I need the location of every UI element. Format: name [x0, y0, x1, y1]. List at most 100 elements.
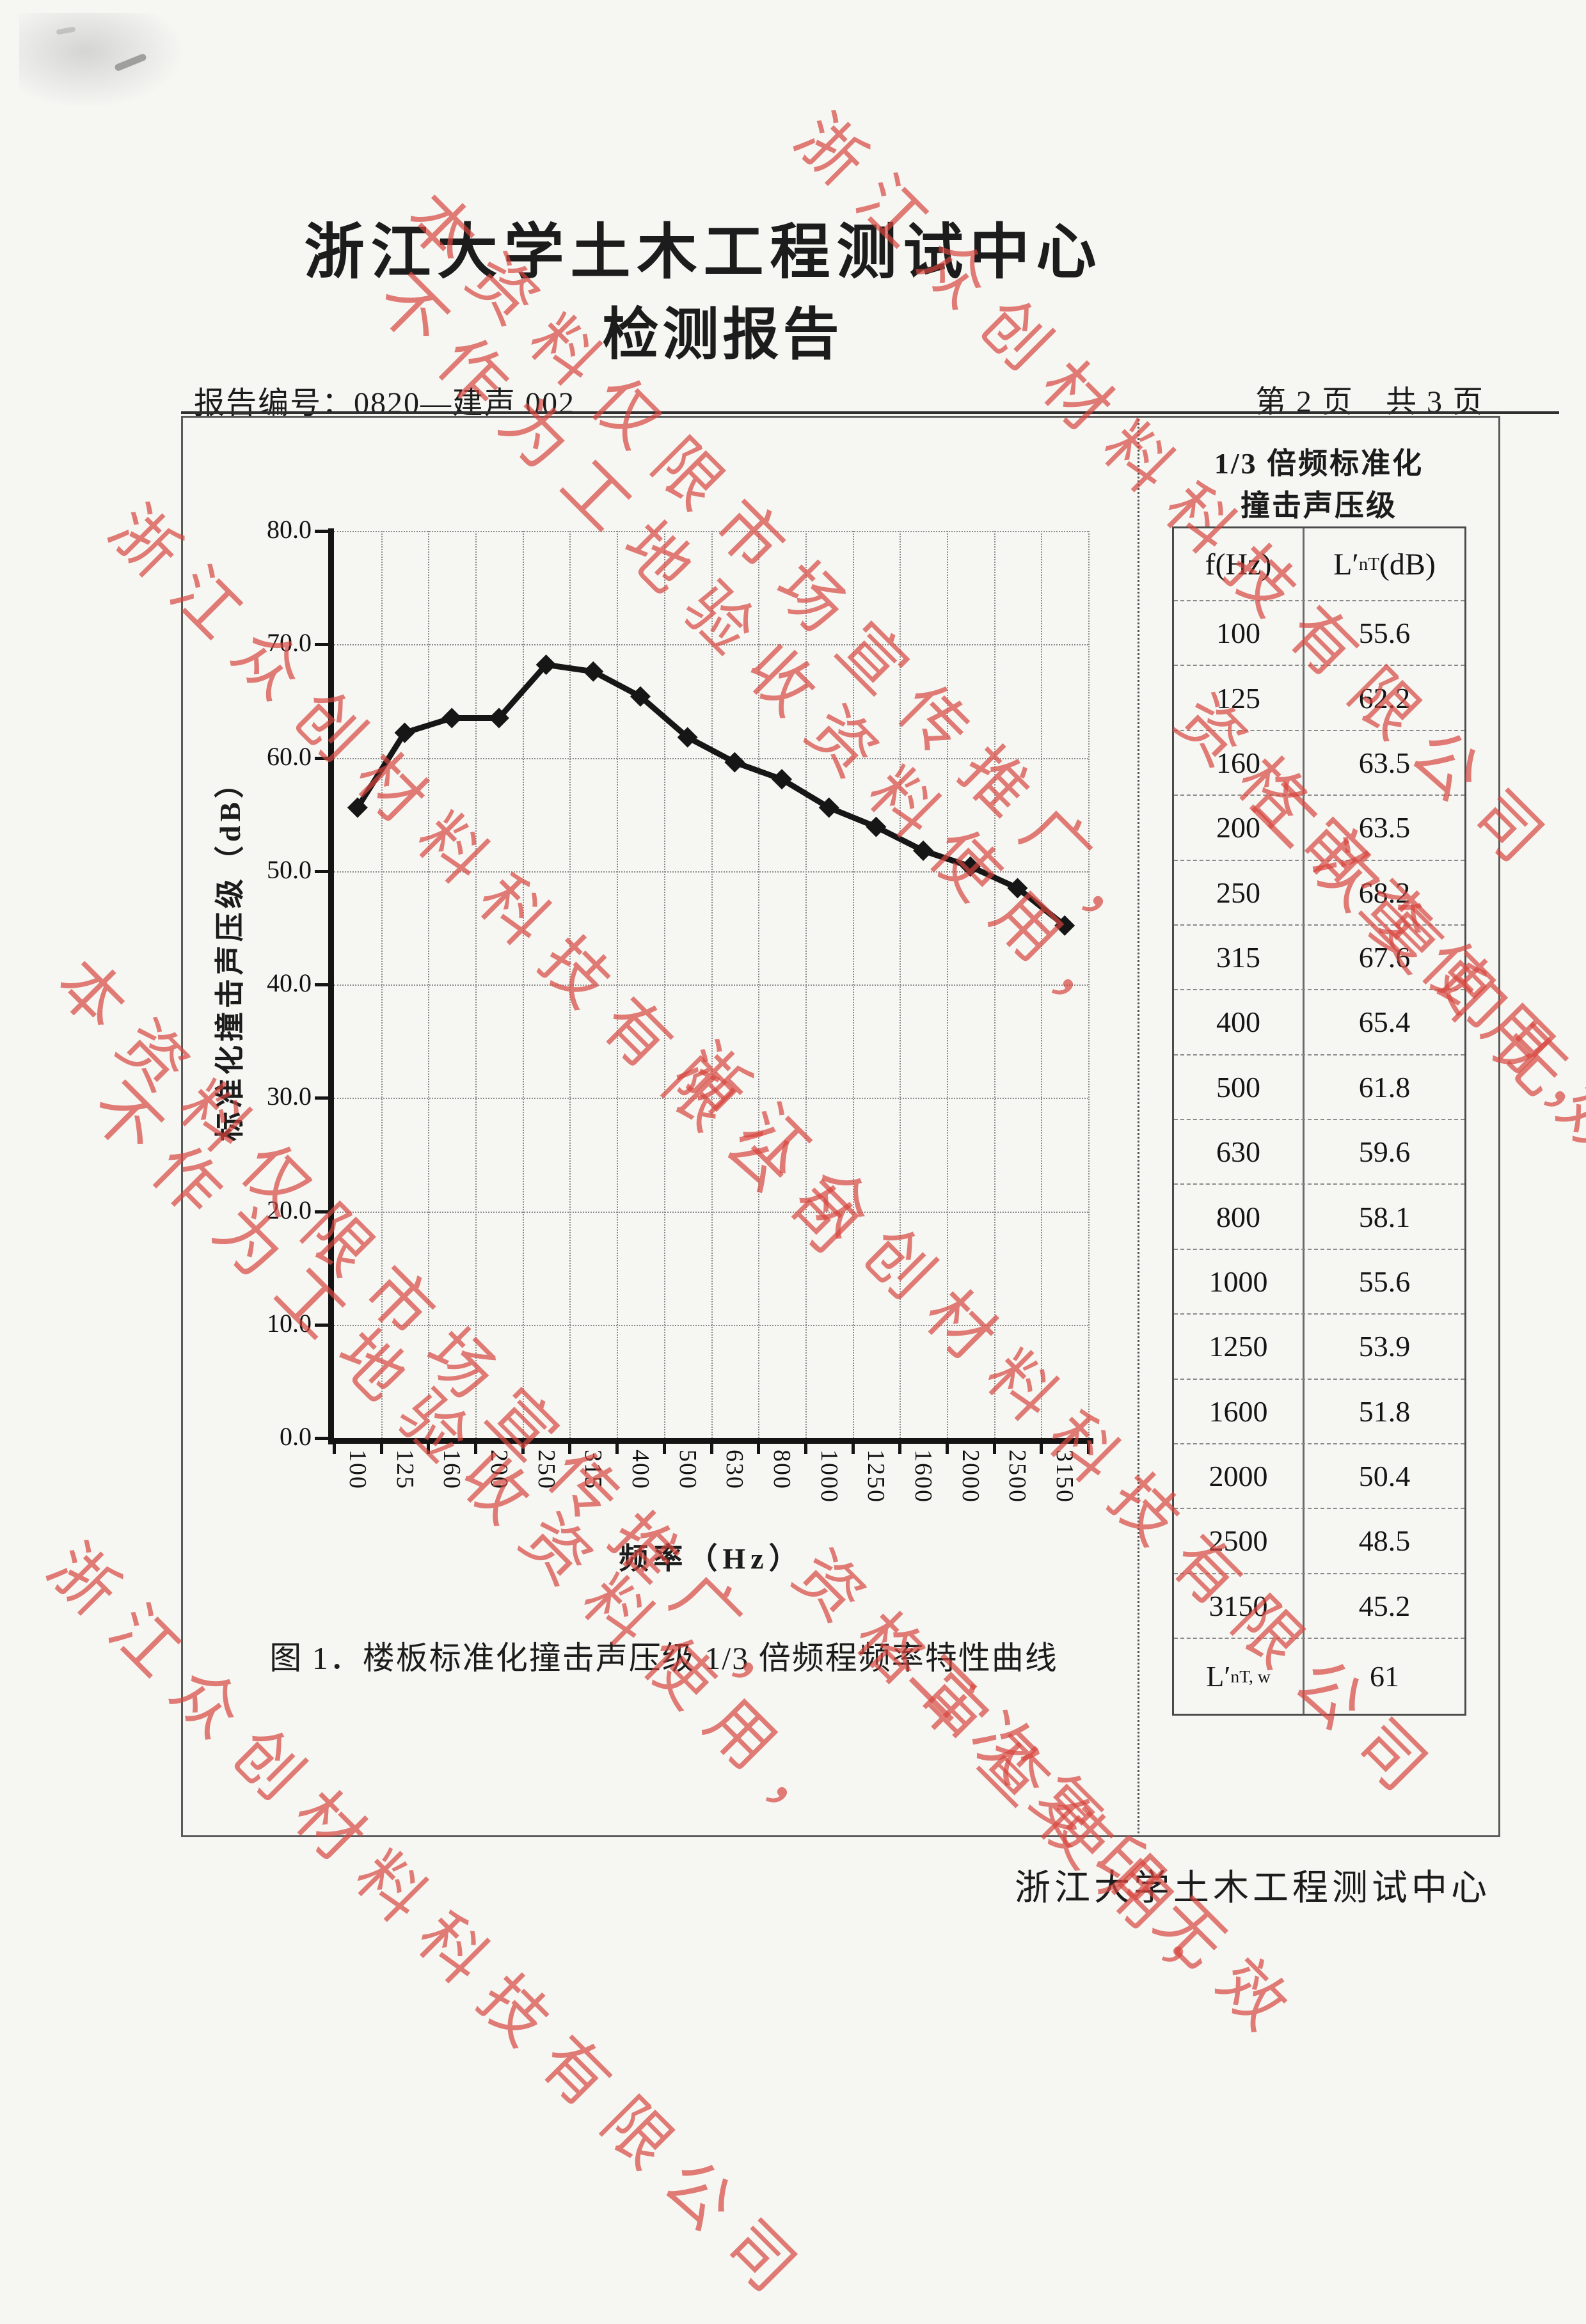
x-tick-label: 630 — [721, 1450, 749, 1490]
y-tick-label: 40.0 — [267, 968, 312, 997]
x-tick — [379, 1444, 383, 1454]
x-tick — [474, 1444, 478, 1454]
x-tick — [427, 1444, 431, 1454]
data-point-marker — [818, 797, 839, 818]
x-tick-label: 315 — [580, 1450, 607, 1490]
y-tick — [315, 983, 328, 986]
x-tick — [521, 1444, 525, 1454]
v-gridline — [663, 531, 665, 1438]
y-tick-label: 70.0 — [267, 628, 312, 658]
summary-label-cell: L′ nT, w — [1174, 1639, 1304, 1714]
data-point-marker — [1007, 878, 1028, 899]
x-tick-label: 800 — [768, 1450, 796, 1490]
y-tick-label: 30.0 — [267, 1082, 312, 1111]
level-cell: 61.8 — [1358, 1070, 1411, 1103]
level-cell: 48.5 — [1358, 1524, 1411, 1558]
level-cell: 63.5 — [1358, 811, 1411, 844]
scan-smudge — [19, 13, 186, 109]
freq-cell: 100 — [1174, 601, 1304, 665]
v-gridline — [946, 531, 948, 1438]
freq-cell: 1600 — [1174, 1379, 1304, 1443]
level-cell: 68.2 — [1358, 876, 1411, 909]
data-point-marker — [394, 722, 415, 743]
data-point-marker — [583, 661, 604, 682]
table-row: 100 55.6 — [1174, 600, 1464, 665]
y-tick-label: 10.0 — [267, 1308, 312, 1338]
v-gridline — [758, 531, 760, 1438]
v-gridline — [1088, 531, 1090, 1438]
freq-cell: 125 — [1174, 666, 1304, 730]
data-point-marker — [488, 707, 509, 729]
x-tick-label: 1600 — [910, 1450, 937, 1503]
y-axis-line — [328, 528, 334, 1444]
report-number: 报告编号：0820—建声 002 — [194, 386, 576, 420]
v-gridline — [711, 531, 713, 1438]
data-point-marker — [1054, 915, 1075, 936]
data-point-marker — [441, 707, 463, 729]
page-title: 浙江大学土木工程测试中心 — [304, 219, 1103, 286]
content-box — [181, 416, 1500, 1837]
freq-cell: 315 — [1174, 925, 1304, 990]
level-cell: 59.6 — [1358, 1135, 1411, 1169]
freq-cell: 250 — [1174, 860, 1304, 924]
x-tick — [1087, 1444, 1090, 1454]
v-gridline — [805, 531, 807, 1438]
x-tick-label: 125 — [391, 1450, 418, 1490]
x-tick — [662, 1444, 666, 1454]
freq-cell: 1000 — [1174, 1249, 1304, 1314]
y-tick — [315, 1323, 328, 1327]
table-row: 2500 48.5 — [1174, 1508, 1464, 1573]
level-cell: 51.8 — [1358, 1395, 1411, 1428]
table-title-line2: 撞击声压级 — [1241, 489, 1397, 522]
table-header-row: f(Hz) L′ nT (dB) — [1174, 528, 1464, 600]
x-tick — [804, 1444, 807, 1454]
level-cell: 55.6 — [1358, 617, 1411, 650]
y-tick — [315, 1210, 328, 1213]
level-cell: 58.1 — [1358, 1200, 1411, 1233]
y-tick — [315, 1096, 328, 1100]
table-row: 200 63.5 — [1174, 794, 1464, 860]
table-row: 2000 50.4 — [1174, 1443, 1464, 1508]
freq-cell: 500 — [1174, 1055, 1304, 1119]
y-tick — [315, 869, 328, 873]
table-row: 160 63.5 — [1174, 729, 1464, 795]
level-cell: 45.2 — [1358, 1589, 1411, 1622]
v-gridline — [522, 531, 524, 1438]
y-tick-label: 80.0 — [267, 515, 312, 544]
level-cell: 67.6 — [1358, 941, 1411, 974]
data-point-marker — [724, 752, 745, 773]
report-subtitle: 检测报告 — [602, 304, 843, 367]
data-point-marker — [913, 840, 934, 861]
table-row: 250 68.2 — [1174, 859, 1464, 924]
x-tick — [851, 1444, 855, 1454]
data-point-marker — [866, 816, 887, 837]
table-summary-row: L′ nT, w 61 — [1174, 1638, 1464, 1714]
y-tick — [315, 1437, 328, 1440]
pane-divider — [1138, 416, 1139, 1837]
figure-caption: 图 1．楼板标准化撞击声压级 1/3 倍频程频率特性曲线 — [269, 1640, 1058, 1676]
x-tick — [568, 1444, 572, 1454]
y-tick — [315, 643, 328, 647]
x-tick — [710, 1444, 713, 1454]
x-tick — [898, 1444, 902, 1454]
data-table: f(Hz) L′ nT (dB) 100 55.6 125 62.2 160 63.5 200 6… — [1172, 526, 1466, 1716]
data-point-marker — [772, 769, 793, 790]
x-tick-label: 2000 — [956, 1450, 984, 1503]
x-tick-label: 100 — [344, 1450, 371, 1490]
x-tick — [1040, 1444, 1043, 1454]
x-tick — [333, 1444, 336, 1454]
freq-header-cell: f(Hz) — [1174, 528, 1304, 600]
header-rule — [181, 411, 1559, 414]
table-row: 1000 55.6 — [1174, 1248, 1464, 1314]
x-tick-label: 3150 — [1051, 1450, 1079, 1503]
data-point-marker — [347, 797, 368, 818]
level-cell: 63.5 — [1358, 746, 1411, 779]
v-gridline — [994, 531, 995, 1438]
page-indicator: 第 2 页 共 3 页 — [1255, 385, 1484, 419]
table-row: 1250 53.9 — [1174, 1313, 1464, 1379]
y-tick — [315, 756, 328, 760]
table-row: 1600 51.8 — [1174, 1378, 1464, 1443]
v-gridline — [852, 531, 854, 1438]
data-point-marker — [677, 727, 698, 748]
v-gridline — [900, 531, 901, 1438]
